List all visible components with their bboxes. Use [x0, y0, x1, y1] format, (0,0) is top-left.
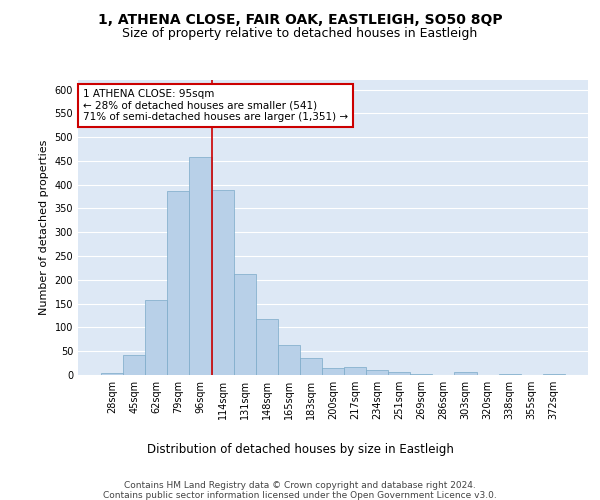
Bar [256, 319, 278, 375]
Bar [278, 345, 300, 375]
Text: Distribution of detached houses by size in Eastleigh: Distribution of detached houses by size … [146, 442, 454, 456]
Y-axis label: Number of detached properties: Number of detached properties [39, 140, 49, 315]
Text: Size of property relative to detached houses in Eastleigh: Size of property relative to detached ho… [122, 28, 478, 40]
Text: Contains HM Land Registry data © Crown copyright and database right 2024.: Contains HM Land Registry data © Crown c… [124, 481, 476, 490]
Bar [410, 374, 433, 375]
Bar [212, 190, 233, 375]
Bar [344, 368, 366, 375]
Bar [454, 372, 476, 375]
Bar [190, 157, 212, 375]
Text: Contains public sector information licensed under the Open Government Licence v3: Contains public sector information licen… [103, 491, 497, 500]
Bar [366, 370, 388, 375]
Bar [167, 191, 190, 375]
Bar [499, 374, 521, 375]
Bar [123, 355, 145, 375]
Bar [543, 374, 565, 375]
Bar [101, 372, 123, 375]
Bar [322, 368, 344, 375]
Bar [300, 358, 322, 375]
Bar [145, 300, 167, 375]
Text: 1, ATHENA CLOSE, FAIR OAK, EASTLEIGH, SO50 8QP: 1, ATHENA CLOSE, FAIR OAK, EASTLEIGH, SO… [98, 12, 502, 26]
Bar [233, 274, 256, 375]
Text: 1 ATHENA CLOSE: 95sqm
← 28% of detached houses are smaller (541)
71% of semi-det: 1 ATHENA CLOSE: 95sqm ← 28% of detached … [83, 89, 348, 122]
Bar [388, 372, 410, 375]
